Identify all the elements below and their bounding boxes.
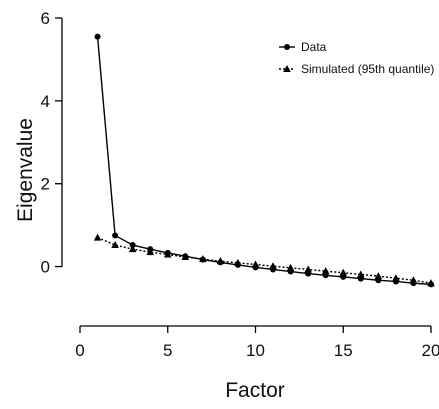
legend-label: Simulated (95th quantile) — [301, 62, 434, 76]
data-point-triangle — [321, 267, 330, 275]
x-tick-label: 15 — [334, 341, 353, 360]
series-line — [97, 236, 432, 284]
data-point-triangle — [163, 250, 172, 258]
data-point-triangle — [357, 270, 365, 278]
legend-label: Data — [301, 40, 327, 54]
data-point-triangle — [146, 248, 154, 256]
y-tick-label: 0 — [41, 258, 50, 277]
data-point-triangle — [339, 268, 348, 276]
data-point-triangle — [392, 274, 400, 282]
x-tick-label: 10 — [246, 341, 265, 360]
data-point-triangle — [111, 241, 119, 249]
data-point-triangle — [304, 265, 312, 273]
data-point-triangle — [181, 253, 190, 261]
data-point-triangle — [286, 263, 295, 271]
x-axis-title: Factor — [225, 379, 285, 402]
x-tick-label: 20 — [422, 341, 439, 360]
data-point-triangle — [409, 276, 418, 284]
y-tick-label: 2 — [41, 175, 50, 194]
data-point-triangle — [93, 233, 102, 241]
data-point-triangle — [374, 272, 383, 280]
data-point-triangle — [234, 258, 242, 266]
series-simulated — [93, 233, 435, 287]
data-point-triangle — [427, 279, 435, 287]
data-point-circle — [112, 232, 119, 239]
y-tick-label: 4 — [41, 92, 50, 111]
data-point-circle — [129, 242, 136, 249]
data-point-triangle — [269, 262, 277, 270]
data-point-triangle — [251, 260, 260, 268]
data-point-triangle — [199, 255, 207, 263]
legend-entry: Simulated (95th quantile) — [279, 62, 434, 76]
legend-marker-triangle — [283, 65, 291, 72]
y-tick-label: 6 — [41, 9, 50, 28]
data-point-triangle — [128, 245, 137, 253]
x-tick-label: 0 — [75, 341, 84, 360]
legend: Data Simulated (95th quantile) — [279, 40, 434, 76]
y-axis-title: Eigenvalue — [14, 118, 37, 222]
axes-layer: 0 5 10 15 20 0 2 4 6 — [41, 9, 439, 360]
legend-marker-circle — [284, 44, 290, 50]
x-tick-label: 5 — [163, 341, 172, 360]
series-layer — [93, 33, 435, 288]
data-point-triangle — [216, 257, 225, 265]
data-point-circle — [94, 33, 101, 40]
legend-entry: Data — [279, 40, 327, 54]
